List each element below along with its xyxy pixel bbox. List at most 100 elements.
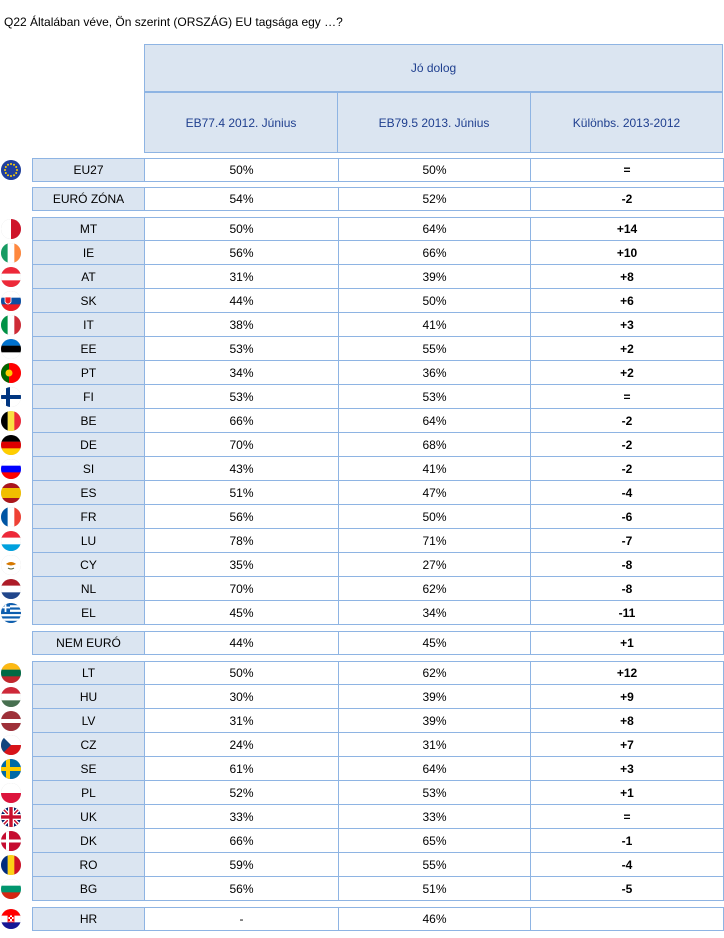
value-2013: 52%	[338, 187, 531, 211]
country-label: SE	[32, 757, 145, 781]
table-row: PT 34% 36% +2	[0, 361, 724, 385]
country-label: EE	[32, 337, 145, 361]
country-label: EU27	[32, 158, 145, 182]
table-row: MT 50% 64% +14	[0, 217, 724, 241]
value-diff: +10	[531, 241, 724, 265]
value-2012: 38%	[145, 313, 338, 337]
table-row: SE 61% 64% +3	[0, 757, 724, 781]
value-2013: 55%	[338, 853, 531, 877]
value-2013: 36%	[338, 361, 531, 385]
value-diff: -7	[531, 529, 724, 553]
value-diff: -8	[531, 577, 724, 601]
country-label: HR	[32, 907, 145, 931]
value-2012: 51%	[145, 481, 338, 505]
table-row: CY 35% 27% -8	[0, 553, 724, 577]
table-row: HU 30% 39% +9	[0, 685, 724, 709]
country-label: FR	[32, 505, 145, 529]
flag-icon	[1, 315, 21, 335]
flag-icon	[1, 807, 21, 827]
value-diff: =	[531, 805, 724, 829]
flag-icon	[1, 663, 21, 683]
table-row: EE 53% 55% +2	[0, 337, 724, 361]
country-label: ES	[32, 481, 145, 505]
value-2012: 44%	[145, 631, 338, 655]
value-2012: 45%	[145, 601, 338, 625]
value-2012: 56%	[145, 241, 338, 265]
value-2013: 41%	[338, 313, 531, 337]
value-diff: -2	[531, 409, 724, 433]
flag-icon	[1, 735, 21, 755]
value-2012: 52%	[145, 781, 338, 805]
value-2013: 27%	[338, 553, 531, 577]
value-2013: 45%	[338, 631, 531, 655]
flag-icon	[1, 759, 21, 779]
flag-icon	[1, 291, 21, 311]
table-row: LV 31% 39% +8	[0, 709, 724, 733]
value-2013: 65%	[338, 829, 531, 853]
value-diff: -4	[531, 853, 724, 877]
country-label: SI	[32, 457, 145, 481]
flag-icon	[1, 219, 21, 239]
table-row: SK 44% 50% +6	[0, 289, 724, 313]
flag-icon	[1, 160, 21, 180]
flag-icon	[1, 411, 21, 431]
value-2012: 43%	[145, 457, 338, 481]
flag-icon	[1, 603, 21, 623]
table-row: DE 70% 68% -2	[0, 433, 724, 457]
value-2012: 56%	[145, 877, 338, 901]
country-label: LV	[32, 709, 145, 733]
value-diff: +1	[531, 631, 724, 655]
value-2013: 53%	[338, 385, 531, 409]
value-2012: 70%	[145, 433, 338, 457]
value-2013: 33%	[338, 805, 531, 829]
table-row: PL 52% 53% +1	[0, 781, 724, 805]
value-2013: 50%	[338, 505, 531, 529]
value-2012: 44%	[145, 289, 338, 313]
value-2012: 50%	[145, 661, 338, 685]
value-2012: 34%	[145, 361, 338, 385]
country-label: EL	[32, 601, 145, 625]
country-label: LT	[32, 661, 145, 685]
country-label: DE	[32, 433, 145, 457]
value-2012: 56%	[145, 505, 338, 529]
value-2013: 41%	[338, 457, 531, 481]
flag-icon	[1, 579, 21, 599]
value-2013: 53%	[338, 781, 531, 805]
value-2013: 50%	[338, 289, 531, 313]
value-diff	[531, 907, 724, 931]
country-label: RO	[32, 853, 145, 877]
value-2013: 50%	[338, 158, 531, 182]
table-row: BG 56% 51% -5	[0, 877, 724, 901]
value-2013: 71%	[338, 529, 531, 553]
country-label: LU	[32, 529, 145, 553]
value-2013: 55%	[338, 337, 531, 361]
table-row: LU 78% 71% -7	[0, 529, 724, 553]
flag-icon	[1, 909, 21, 929]
value-2013: 51%	[338, 877, 531, 901]
country-label: CY	[32, 553, 145, 577]
value-diff: +3	[531, 757, 724, 781]
value-diff: +2	[531, 337, 724, 361]
value-diff: +1	[531, 781, 724, 805]
table-row: ES 51% 47% -4	[0, 481, 724, 505]
country-label: SK	[32, 289, 145, 313]
country-label: EURÓ ZÓNA	[32, 187, 145, 211]
flag-icon	[1, 507, 21, 527]
value-2013: 31%	[338, 733, 531, 757]
value-2012: 61%	[145, 757, 338, 781]
value-diff: +14	[531, 217, 724, 241]
value-2013: 62%	[338, 577, 531, 601]
flag-icon	[1, 711, 21, 731]
value-2012: 78%	[145, 529, 338, 553]
country-label: NL	[32, 577, 145, 601]
flag-icon	[1, 531, 21, 551]
table-row: UK 33% 33% =	[0, 805, 724, 829]
table-row: EURÓ ZÓNA 54% 52% -2	[0, 187, 724, 211]
value-2012: 50%	[145, 217, 338, 241]
value-2012: 33%	[145, 805, 338, 829]
table-row: AT 31% 39% +8	[0, 265, 724, 289]
country-label: PL	[32, 781, 145, 805]
country-label: FI	[32, 385, 145, 409]
value-diff: -2	[531, 433, 724, 457]
country-label: PT	[32, 361, 145, 385]
